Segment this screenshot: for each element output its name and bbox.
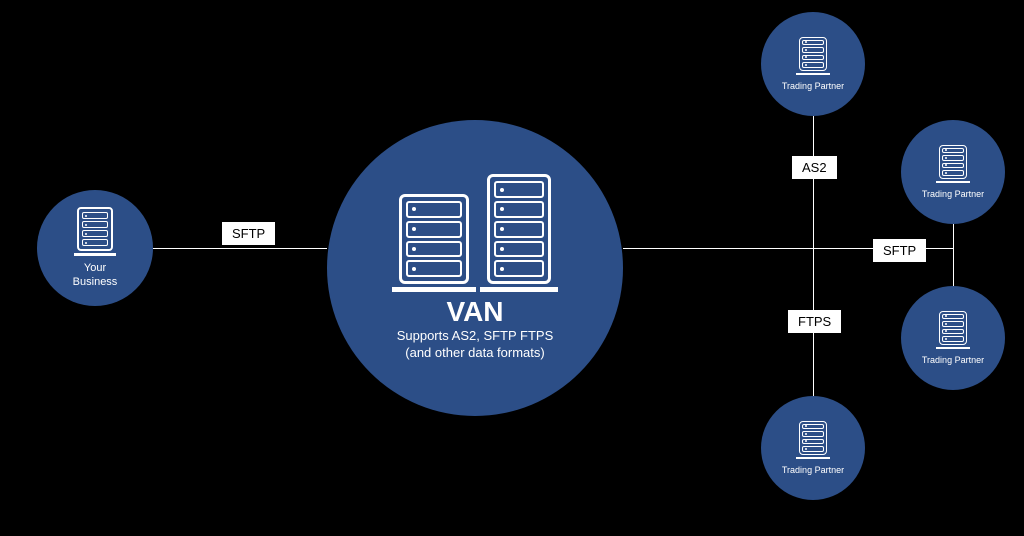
server-icon <box>74 207 116 256</box>
server-icon <box>796 421 830 459</box>
node-label-tp2: Trading Partner <box>922 189 984 200</box>
edge-biz-van <box>153 248 327 249</box>
edge-label-sftp-left: SFTP <box>222 222 275 245</box>
server-icon <box>936 145 970 183</box>
node-trading-partner-4: Trading Partner <box>761 396 865 500</box>
server-icon <box>796 37 830 75</box>
edge-label-ftps: FTPS <box>788 310 841 333</box>
node-trading-partner-2: Trading Partner <box>901 120 1005 224</box>
node-trading-partner-1: Trading Partner <box>761 12 865 116</box>
node-van: VAN Supports AS2, SFTP FTPS (and other d… <box>327 120 623 416</box>
node-your-business: Your Business <box>37 190 153 306</box>
van-subtitle-2: (and other data formats) <box>405 345 544 362</box>
van-title: VAN <box>446 296 503 328</box>
node-label-tp1: Trading Partner <box>782 81 844 92</box>
server-icon <box>936 311 970 349</box>
edge-label-as2: AS2 <box>792 156 837 179</box>
node-trading-partner-3: Trading Partner <box>901 286 1005 390</box>
edge-label-sftp-right: SFTP <box>873 239 926 262</box>
edge-tp-vertical <box>953 224 954 286</box>
van-subtitle-1: Supports AS2, SFTP FTPS <box>397 328 554 345</box>
node-label-tp3: Trading Partner <box>922 355 984 366</box>
dual-server-icon <box>392 174 558 292</box>
node-label-your-business: Your Business <box>73 262 118 288</box>
node-label-tp4: Trading Partner <box>782 465 844 476</box>
